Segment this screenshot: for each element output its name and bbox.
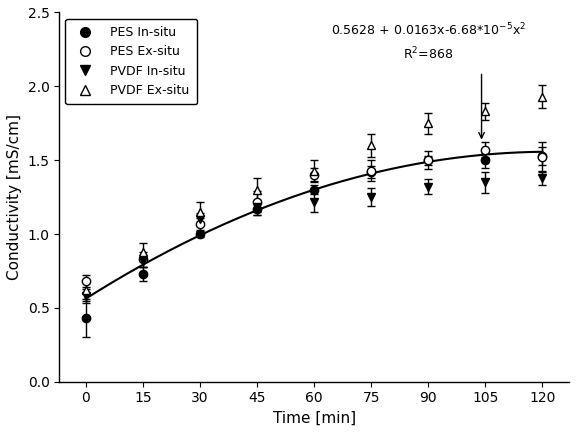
Legend: PES In-situ, PES Ex-situ, PVDF In-situ, PVDF Ex-situ: PES In-situ, PES Ex-situ, PVDF In-situ, … <box>66 19 197 104</box>
Y-axis label: Conductivity [mS/cm]: Conductivity [mS/cm] <box>7 114 22 280</box>
Text: R$^2$=868: R$^2$=868 <box>403 45 453 62</box>
X-axis label: Time [min]: Time [min] <box>272 411 356 426</box>
Text: 0.5628 + 0.0163x-6.68*10$^{-5}$x$^2$: 0.5628 + 0.0163x-6.68*10$^{-5}$x$^2$ <box>331 22 526 39</box>
